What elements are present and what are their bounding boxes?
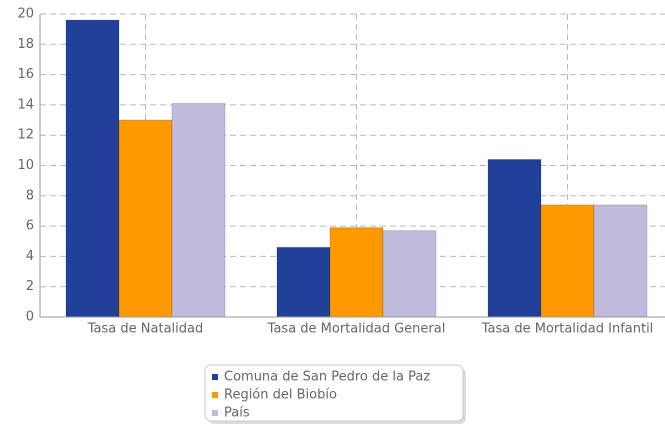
- y-tick-label: 6: [26, 219, 34, 234]
- bar: [487, 158, 542, 318]
- legend-swatch: [212, 392, 218, 398]
- legend-label: Región del Biobío: [224, 388, 337, 403]
- y-tick-label: 4: [26, 249, 34, 264]
- legend-swatch: [212, 374, 218, 380]
- bar: [171, 102, 226, 318]
- legend-label: Comuna de San Pedro de la Paz: [224, 370, 430, 385]
- x-tick-label: Tasa de Mortalidad Infantil: [481, 322, 654, 337]
- bar: [329, 227, 384, 318]
- bar: [65, 19, 120, 318]
- y-tick-label: 10: [17, 158, 34, 173]
- y-tick-label: 16: [17, 67, 34, 82]
- x-tick-label: Tasa de Mortalidad General: [267, 322, 446, 337]
- y-tick-label: 20: [17, 7, 34, 22]
- y-tick-label: 12: [17, 128, 34, 143]
- bar: [382, 230, 437, 318]
- y-tick-label: 14: [17, 97, 34, 112]
- bar: [276, 246, 331, 318]
- bar: [118, 119, 173, 318]
- x-tick-label: Tasa de Natalidad: [87, 322, 203, 337]
- y-tick-label: 2: [26, 279, 34, 294]
- legend-label: País: [224, 406, 250, 421]
- legend-box: [204, 364, 464, 422]
- y-tick-label: 8: [26, 188, 34, 203]
- y-tick-label: 0: [26, 310, 34, 325]
- bar: [540, 204, 595, 318]
- y-tick-label: 18: [17, 37, 34, 52]
- legend-swatch: [212, 410, 218, 416]
- bar: [593, 204, 648, 318]
